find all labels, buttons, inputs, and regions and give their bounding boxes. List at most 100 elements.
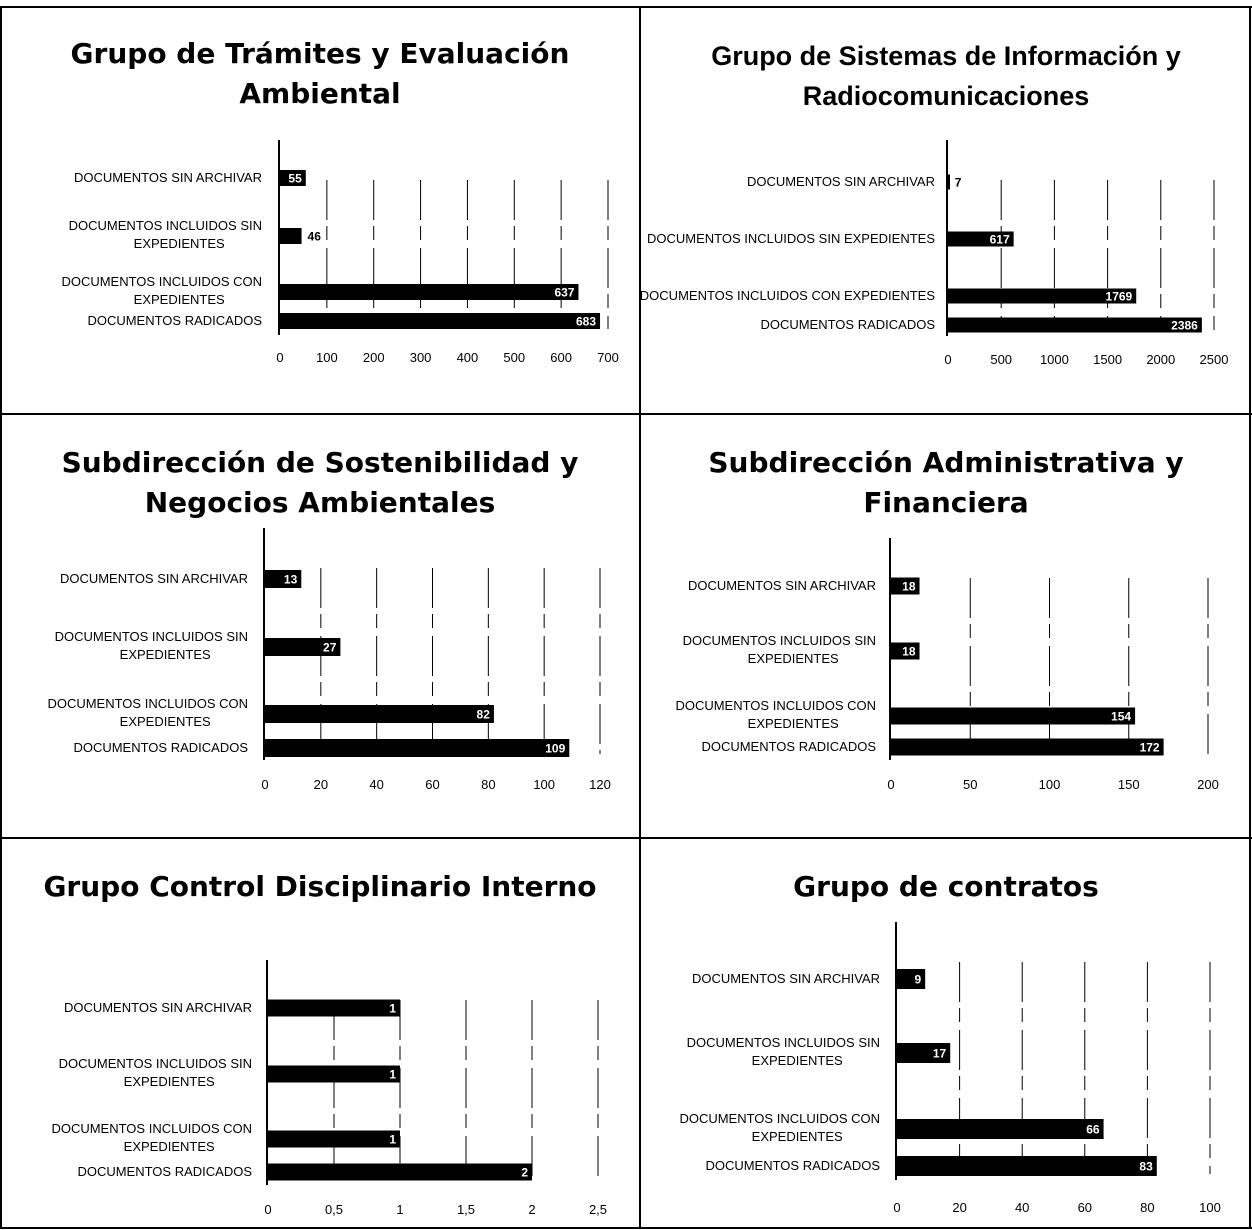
bar bbox=[897, 1043, 951, 1063]
x-tick-label: 120 bbox=[589, 777, 611, 792]
category-label: DOCUMENTOS INCLUIDOS CON bbox=[47, 696, 248, 711]
bar bbox=[268, 1163, 532, 1181]
x-tick-label: 0 bbox=[276, 350, 283, 365]
category-label: DOCUMENTOS SIN ARCHIVAR bbox=[60, 571, 248, 586]
grid-border-right bbox=[1249, 6, 1251, 1229]
category-label: EXPEDIENTES bbox=[120, 714, 211, 729]
x-tick-label: 100 bbox=[1039, 777, 1061, 792]
x-tick-label: 100 bbox=[316, 350, 338, 365]
data-label: 1769 bbox=[1106, 290, 1133, 304]
grid-divider-vertical bbox=[639, 6, 641, 1229]
bar-chart-disciplinario: 0 0,5 1 1,5 2 2,5 1 DOCUMENTOS SIN ARCHIVAR 1 DOC… bbox=[51, 960, 607, 1217]
bar bbox=[948, 174, 950, 190]
x-tick-label: 0 bbox=[944, 352, 951, 367]
x-tick-label: 2 bbox=[528, 1202, 535, 1217]
category-label: DOCUMENTOS SIN ARCHIVAR bbox=[747, 174, 935, 189]
data-label: 18 bbox=[902, 645, 916, 659]
bar bbox=[265, 739, 570, 757]
bar bbox=[891, 738, 1164, 756]
data-label: 13 bbox=[284, 573, 298, 587]
x-tick-label: 300 bbox=[410, 350, 432, 365]
bar-chart-tramites: 0 100 200 300 400 500 600 700 55 DOCUMENTOS SIN A… bbox=[61, 140, 619, 365]
x-tick-label: 50 bbox=[963, 777, 977, 792]
category-label: DOCUMENTOS SIN ARCHIVAR bbox=[692, 971, 880, 986]
bar bbox=[280, 313, 601, 329]
data-label: 66 bbox=[1086, 1123, 1100, 1137]
bar bbox=[268, 1065, 400, 1083]
category-label: DOCUMENTOS SIN ARCHIVAR bbox=[688, 578, 876, 593]
x-tick-label: 700 bbox=[597, 350, 619, 365]
category-label: DOCUMENTOS INCLUIDOS CON bbox=[675, 698, 876, 713]
x-tick-label: 0 bbox=[893, 1200, 900, 1215]
grid-border-left bbox=[0, 6, 2, 1229]
x-tick-label: 0 bbox=[264, 1202, 271, 1217]
bar bbox=[897, 969, 926, 989]
bar bbox=[268, 1130, 400, 1148]
category-label: EXPEDIENTES bbox=[124, 1139, 215, 1154]
chart-panel-disciplinario: Grupo Control Disciplinario Interno 0 0,5… bbox=[0, 839, 640, 1227]
data-label: 83 bbox=[1139, 1160, 1153, 1174]
category-label: DOCUMENTOS INCLUIDOS CON bbox=[61, 274, 262, 289]
bar bbox=[280, 228, 302, 244]
x-tick-label: 60 bbox=[425, 777, 439, 792]
x-tick-label: 0 bbox=[261, 777, 268, 792]
grid-divider-row-1 bbox=[0, 413, 1252, 415]
data-label: 27 bbox=[323, 641, 337, 655]
bar-chart-sostenibilidad: 0 20 40 60 80 100 120 13 DOCUMENTOS SIN ARCHIVAR… bbox=[47, 528, 611, 792]
category-label: DOCUMENTOS SIN ARCHIVAR bbox=[64, 1000, 252, 1015]
bar bbox=[948, 231, 1014, 247]
category-label: EXPEDIENTES bbox=[120, 647, 211, 662]
category-label: EXPEDIENTES bbox=[752, 1129, 843, 1144]
data-label: 9 bbox=[914, 973, 921, 987]
bar bbox=[897, 1119, 1104, 1139]
x-tick-label: 2,5 bbox=[589, 1202, 607, 1217]
data-label: 172 bbox=[1140, 741, 1160, 755]
chart-panel-sistemas: Grupo de Sistemas de Información y Radio… bbox=[640, 6, 1252, 414]
data-label: 18 bbox=[902, 580, 916, 594]
grid-divider-row-2 bbox=[0, 837, 1252, 839]
x-tick-label: 40 bbox=[1015, 1200, 1029, 1215]
category-label: DOCUMENTOS INCLUIDOS CON bbox=[679, 1111, 880, 1126]
data-label: 683 bbox=[576, 315, 596, 329]
x-tick-label: 20 bbox=[952, 1200, 966, 1215]
chart-title: Subdirección Administrativa y Financiera bbox=[708, 446, 1184, 519]
category-label: DOCUMENTOS RADICADOS bbox=[705, 1158, 880, 1173]
chart-title: Grupo de Sistemas de Información y Radio… bbox=[711, 41, 1181, 111]
data-label: 617 bbox=[990, 233, 1010, 247]
category-label: DOCUMENTOS INCLUIDOS SIN bbox=[55, 629, 248, 644]
bar bbox=[268, 999, 400, 1017]
data-label: 109 bbox=[545, 742, 565, 756]
x-tick-label: 80 bbox=[1140, 1200, 1154, 1215]
x-tick-label: 2000 bbox=[1146, 352, 1175, 367]
x-tick-label: 100 bbox=[533, 777, 555, 792]
x-tick-label: 40 bbox=[369, 777, 383, 792]
chart-panel-sostenibilidad: Subdirección de Sostenibilidad y Negocio… bbox=[0, 415, 640, 837]
x-tick-label: 1000 bbox=[1040, 352, 1069, 367]
x-tick-label: 80 bbox=[481, 777, 495, 792]
bar-chart-sistemas: 0 500 1000 1500 2000 2500 7 DOCUMENTOS SIN ARCH… bbox=[640, 140, 1228, 367]
data-label: 1 bbox=[389, 1068, 396, 1082]
chart-panel-tramites: Grupo de Trámites y Evaluación Ambiental… bbox=[0, 6, 640, 414]
bar-chart-contratos: 0 20 40 60 80 100 9 DOCUMENTOS SIN ARCHIVAR 17 DO… bbox=[679, 922, 1221, 1215]
category-label: DOCUMENTOS RADICADOS bbox=[701, 739, 876, 754]
category-label: DOCUMENTOS INCLUIDOS CON bbox=[51, 1121, 252, 1136]
data-label: 82 bbox=[477, 708, 491, 722]
x-tick-label: 600 bbox=[550, 350, 572, 365]
x-tick-label: 0,5 bbox=[325, 1202, 343, 1217]
data-label: 55 bbox=[288, 172, 302, 186]
grid-border-bottom bbox=[0, 1227, 1252, 1229]
x-tick-label: 150 bbox=[1118, 777, 1140, 792]
data-label: 7 bbox=[955, 176, 962, 190]
x-tick-label: 200 bbox=[1197, 777, 1219, 792]
category-label: EXPEDIENTES bbox=[748, 716, 839, 731]
chart-panel-contratos: Grupo de contratos 0 20 40 60 80 100 9 DOCUMENT… bbox=[640, 839, 1252, 1227]
data-label: 154 bbox=[1111, 710, 1131, 724]
chart-title: Grupo Control Disciplinario Interno bbox=[43, 870, 597, 903]
category-label: DOCUMENTOS INCLUIDOS SIN bbox=[683, 633, 876, 648]
grid-border-top bbox=[0, 6, 1252, 8]
category-label: DOCUMENTOS INCLUIDOS CON EXPEDIENTES bbox=[640, 288, 935, 303]
data-label: 1 bbox=[389, 1133, 396, 1147]
data-label: 17 bbox=[933, 1047, 947, 1061]
x-tick-label: 400 bbox=[457, 350, 479, 365]
